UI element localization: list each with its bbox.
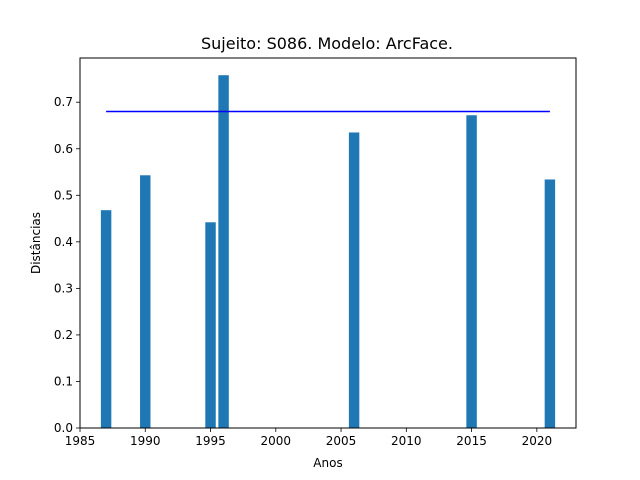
bar-1996 [218, 75, 229, 428]
x-tick-label: 2010 [391, 434, 422, 448]
y-tick-label: 0.0 [54, 421, 73, 435]
bar-2021 [544, 179, 556, 428]
x-tick-label: 2005 [326, 434, 357, 448]
bar-1995 [205, 222, 216, 428]
x-tick-label: 2015 [456, 434, 487, 448]
x-axis-label: Anos [313, 456, 342, 470]
x-tick-label: 1990 [130, 434, 161, 448]
x-tick-label: 1995 [195, 434, 226, 448]
bar-2006 [348, 132, 360, 429]
y-tick-label: 0.7 [54, 95, 73, 109]
y-tick-label: 0.5 [54, 188, 73, 202]
y-axis-label: Distâncias [29, 212, 43, 274]
y-tick-label: 0.6 [54, 142, 73, 156]
y-tick-label: 0.4 [54, 235, 73, 249]
x-ticks-group: 1985 1990 1995 2000 2005 2010 2015 2020 [65, 428, 552, 448]
bar-1987 [100, 210, 112, 428]
bar-2015 [466, 115, 477, 428]
y-tick-label: 0.3 [54, 281, 73, 295]
bar-1990 [140, 175, 151, 428]
y-tick-label: 0.1 [54, 374, 73, 388]
y-tick-label: 0.2 [54, 328, 73, 342]
plot-frame [79, 57, 577, 429]
x-tick-label: 2020 [522, 434, 553, 448]
y-ticks-group: 0.0 0.1 0.2 0.3 0.4 0.5 0.6 0.7 [54, 95, 80, 435]
x-tick-label: 2000 [261, 434, 292, 448]
x-tick-label: 1985 [65, 434, 96, 448]
bars-group [100, 75, 556, 429]
chart-title: Sujeito: S086. Modelo: ArcFace. [201, 34, 453, 53]
